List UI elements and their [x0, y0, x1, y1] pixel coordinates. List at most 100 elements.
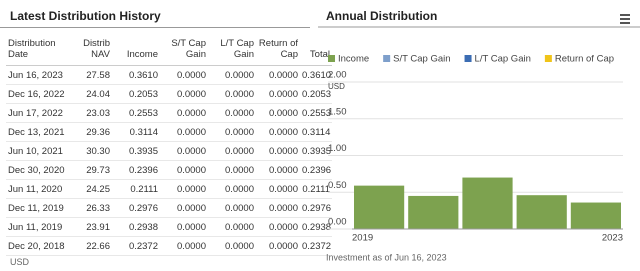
table-cell: 0.0000: [208, 103, 256, 123]
table-cell: 0.0000: [160, 198, 208, 218]
table-cell: 0.3610: [112, 65, 160, 85]
menu-icon[interactable]: [620, 14, 630, 24]
table-cell: 0.0000: [256, 141, 300, 161]
rule: [0, 27, 310, 28]
table-cell: 0.0000: [256, 65, 300, 85]
table-cell: 0.0000: [208, 141, 256, 161]
legend-label: L/T Cap Gain: [475, 54, 531, 65]
table-cell: 0.2053: [112, 84, 160, 104]
table-cell: 0.2053: [300, 84, 332, 104]
table-cell: 0.0000: [256, 160, 300, 180]
table-cell: 0.3610: [300, 65, 332, 85]
table-row: Jun 10, 2021 30.30 0.3935 0.0000 0.0000 0.000…: [6, 141, 332, 161]
bar-segment: [408, 195, 459, 229]
legend-label: Income: [338, 54, 369, 65]
table-cell: 0.0000: [256, 198, 300, 218]
table-cell: 23.03: [72, 103, 112, 123]
table-cell: 0.3935: [300, 141, 332, 161]
table-row: Dec 20, 2018 22.66 0.2372 0.0000 0.0000 0.000…: [6, 236, 332, 256]
table-cell: Jun 17, 2022: [6, 103, 72, 123]
table-cell: 0.0000: [256, 103, 300, 123]
legend-label: S/T Cap Gain: [393, 54, 450, 65]
table-cell: 0.0000: [208, 198, 256, 218]
table-cell: 23.91: [72, 217, 112, 237]
table-row: Jun 11, 2019 23.91 0.2938 0.0000 0.0000 0.000…: [6, 217, 332, 237]
bar-segment: [516, 195, 567, 229]
table-row: Jun 17, 2022 23.03 0.2553 0.0000 0.0000 0.000…: [6, 103, 332, 123]
table-cell: 0.3935: [112, 141, 160, 161]
bar-segment: [354, 185, 405, 229]
table-cell: Jun 11, 2020: [6, 179, 72, 199]
y-tick-label: 1.00: [328, 143, 347, 154]
table-cell: 0.0000: [160, 84, 208, 104]
chart-title: Annual Distribution: [326, 9, 437, 23]
currency: USD: [10, 257, 30, 267]
table-cell: 24.25: [72, 179, 112, 199]
column-header: Return of Cap: [256, 32, 300, 66]
table-row: Dec 30, 2020 29.73 0.2396 0.0000 0.0000 0.000…: [6, 160, 332, 180]
table-cell: 0.2976: [112, 198, 160, 218]
table-cell: Jun 10, 2021: [6, 141, 72, 161]
column-header: Distrib NAV: [72, 32, 112, 66]
table-cell: 26.33: [72, 198, 112, 218]
table-cell: 0.2111: [300, 179, 332, 199]
legend-swatch: [464, 55, 472, 62]
table-cell: Jun 16, 2023: [6, 65, 72, 85]
y-tick-label: 0.50: [328, 180, 347, 191]
table-cell: Dec 13, 2021: [6, 122, 72, 142]
table-cell: 0.0000: [160, 122, 208, 142]
table-cell: 0.2938: [112, 217, 160, 237]
table-cell: 0.0000: [208, 236, 256, 256]
table-cell: 0.2372: [112, 236, 160, 256]
table-cell: 0.0000: [208, 179, 256, 199]
bar-segment: [570, 202, 621, 229]
table-row: Jun 11, 2020 24.25 0.2111 0.0000 0.0000 0.000…: [6, 179, 332, 199]
table-cell: Jun 11, 2019: [6, 217, 72, 237]
table-cell: 24.04: [72, 84, 112, 104]
table-title: Latest Distribution History: [10, 9, 161, 23]
footnote: Investment as of Jun 16, 2023: [326, 252, 447, 262]
table-cell: 0.2396: [300, 160, 332, 180]
table-row: Dec 16, 2022 24.04 0.2053 0.0000 0.0000 0.000…: [6, 84, 332, 104]
table-cell: Dec 20, 2018: [6, 236, 72, 256]
table-cell: 0.0000: [256, 179, 300, 199]
table-cell: 0.2938: [300, 217, 332, 237]
column-header: L/T Cap Gain: [208, 32, 256, 66]
table-cell: 0.0000: [208, 160, 256, 180]
bar-segment: [462, 177, 513, 229]
y-tick-label: 2.00: [328, 70, 347, 81]
table-cell: 0.0000: [256, 217, 300, 237]
table-row: Dec 13, 2021 29.36 0.3114 0.0000 0.0000 0.000…: [6, 122, 332, 142]
y-tick-label: 1.50: [328, 106, 347, 117]
legend-label: Return of Cap: [555, 54, 614, 65]
table-cell: 0.0000: [256, 122, 300, 142]
table-cell: 0.2553: [112, 103, 160, 123]
table-cell: 0.0000: [160, 141, 208, 161]
table-cell: Dec 11, 2019: [6, 198, 72, 218]
y-unit: USD: [328, 82, 345, 91]
legend-swatch: [383, 55, 391, 62]
table-cell: 30.30: [72, 141, 112, 161]
table-cell: 0.0000: [160, 65, 208, 85]
table-cell: 0.2976: [300, 198, 332, 218]
legend-swatch: [544, 55, 552, 62]
table-cell: 0.0000: [208, 65, 256, 85]
column-header: S/T Cap Gain: [160, 32, 208, 66]
table-cell: 0.0000: [208, 217, 256, 237]
table-cell: 0.0000: [256, 236, 300, 256]
column-header: Distribution Date: [6, 32, 72, 66]
table-cell: 0.0000: [160, 179, 208, 199]
table-cell: 0.0000: [208, 84, 256, 104]
table-cell: Dec 30, 2020: [6, 160, 72, 180]
table-row: Jun 16, 2023 27.58 0.3610 0.0000 0.0000 0.000…: [6, 65, 332, 85]
table-cell: 27.58: [72, 65, 112, 85]
table-cell: 0.2372: [300, 236, 332, 256]
distribution-table: Distribution Date Distrib NAV Income S/T Ca…: [6, 32, 332, 256]
table-cell: Dec 16, 2022: [6, 84, 72, 104]
table-cell: 0.2396: [112, 160, 160, 180]
table-cell: 0.0000: [160, 217, 208, 237]
table-cell: 22.66: [72, 236, 112, 256]
table-cell: 0.3114: [300, 122, 332, 142]
table-cell: 0.0000: [160, 160, 208, 180]
table-cell: 0.0000: [208, 122, 256, 142]
